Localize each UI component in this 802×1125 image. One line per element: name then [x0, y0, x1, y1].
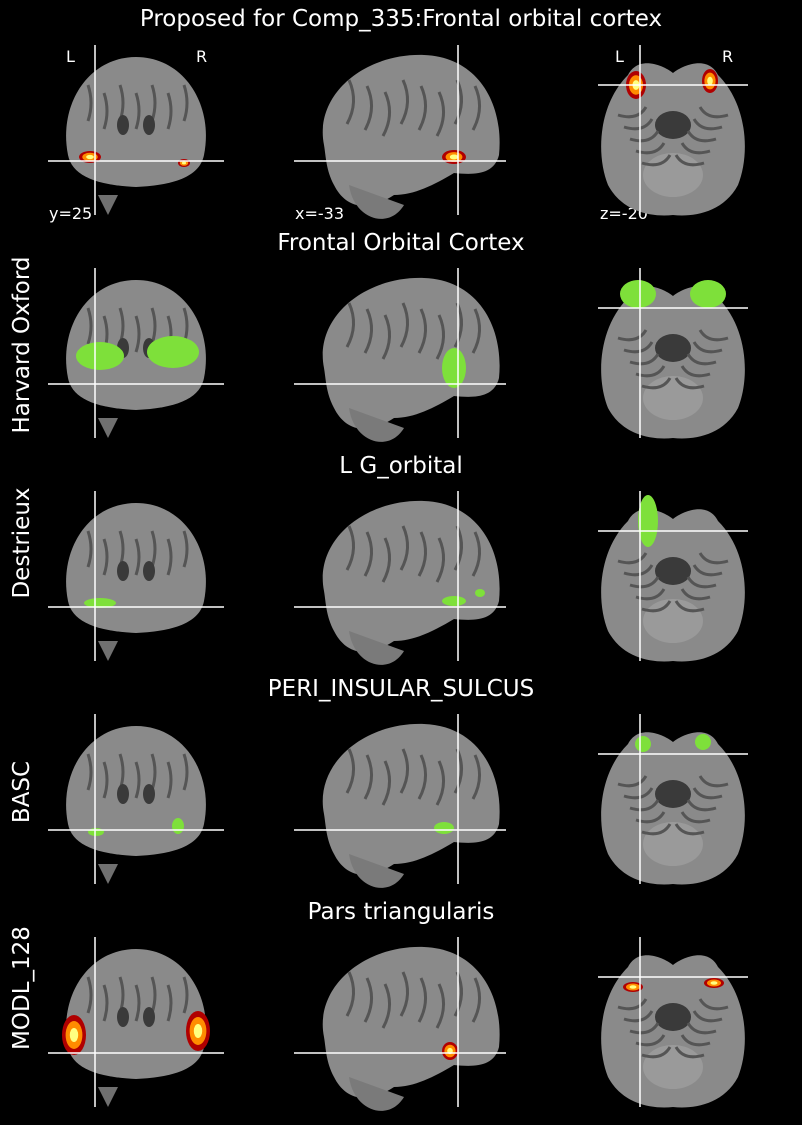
sagittal-brain-slice — [322, 500, 500, 665]
sagittal-brain-outline — [322, 277, 500, 429]
row-4-coronal-panel — [48, 937, 224, 1107]
atlas-label-modl-128: MODL_128 — [9, 926, 35, 1050]
row-3-coronal-activation-1 — [172, 818, 184, 834]
sagittal-brain-slice — [322, 54, 500, 219]
cerebellum-shape — [349, 1077, 404, 1111]
region-title-harvard-oxford: Frontal Orbital Cortex — [277, 230, 525, 256]
axial-brain-slice — [601, 286, 745, 439]
row-2-sagittal-activation-1 — [475, 589, 485, 597]
axial-brain-outline — [601, 509, 745, 662]
sagittal-brain-slice — [322, 946, 500, 1111]
row-1-axial-panel — [598, 268, 748, 439]
row-0-axial-panel — [598, 45, 748, 216]
axial-brain-outline — [601, 732, 745, 885]
row-0-sagittal-panel — [294, 45, 506, 219]
sagittal-brain-outline — [322, 723, 500, 875]
region-title-modl-128: Pars triangularis — [307, 899, 495, 925]
coronal-brain-slice — [66, 280, 206, 438]
row-4-sagittal-panel — [294, 937, 506, 1111]
sagittal-brain-outline — [322, 54, 500, 206]
sagittal-coordinate: x=-33 — [295, 204, 345, 223]
atlas-label-destrieux: Destrieux — [9, 487, 35, 599]
row-3-axial-panel — [598, 714, 748, 885]
row-0-sagittal-svg — [294, 45, 506, 219]
row-2-axial-activation-0 — [638, 495, 658, 547]
row-2-coronal-panel — [48, 491, 224, 661]
cerebellum-shape — [349, 185, 404, 219]
axial-brain-outline — [601, 63, 745, 216]
figure-title: Proposed for Comp_335:Frontal orbital co… — [139, 6, 663, 32]
row-3-axial-activation-0 — [635, 736, 651, 752]
row-3-sagittal-panel — [294, 714, 506, 888]
row-3-axial-svg — [598, 714, 748, 885]
axial-brain-slice — [601, 955, 745, 1108]
brainstem-shape — [98, 641, 118, 661]
row-1-sagittal-activation-0 — [442, 348, 466, 388]
row-0-axial-svg — [598, 45, 748, 216]
atlas-label-harvard-oxford: Harvard Oxford — [9, 256, 35, 434]
sagittal-brain-slice — [322, 277, 500, 442]
sagittal-brain-slice — [322, 723, 500, 888]
row-4-axial-svg — [598, 937, 748, 1108]
orientation-left-label: L — [66, 47, 75, 66]
row-3-axial-activation-1 — [695, 734, 711, 750]
sagittal-brain-outline — [322, 946, 500, 1098]
row-1-axial-svg — [598, 268, 748, 439]
brainstem-shape — [98, 864, 118, 884]
coronal-brain-outline — [66, 503, 206, 633]
brainstem-shape — [98, 195, 118, 215]
row-3-sagittal-activation-0 — [434, 822, 454, 834]
axial-brain-slice — [601, 509, 745, 662]
sagittal-brain-outline — [322, 500, 500, 652]
row-4-coronal-svg — [48, 937, 224, 1107]
axial-orientation-left-label: L — [615, 47, 624, 66]
brainstem-shape — [98, 1087, 118, 1107]
row-2-coronal-svg — [48, 491, 224, 661]
row-2-axial-svg — [598, 491, 748, 662]
row-4-axial-panel — [598, 937, 748, 1108]
coronal-brain-slice — [66, 726, 206, 884]
row-1-coronal-panel — [48, 268, 224, 438]
axial-orientation-right-label: R — [722, 47, 734, 66]
axial-brain-slice — [601, 63, 745, 216]
row-1-axial-activation-1 — [690, 280, 726, 308]
region-title-destrieux: L G_orbital — [339, 453, 463, 479]
region-title-basc: PERI_INSULAR_SULCUS — [267, 676, 535, 702]
row-1-sagittal-svg — [294, 268, 506, 442]
row-2-sagittal-activation-0 — [442, 596, 466, 606]
row-3-coronal-svg — [48, 714, 224, 884]
coronal-brain-slice — [66, 503, 206, 661]
row-3-coronal-activation-0 — [88, 828, 104, 836]
row-1-coronal-activation-1 — [147, 336, 199, 368]
row-4-sagittal-svg — [294, 937, 506, 1111]
row-1-coronal-svg — [48, 268, 224, 438]
cerebellum-shape — [349, 631, 404, 665]
row-0-coronal-svg — [48, 45, 224, 215]
row-2-coronal-activation-0 — [84, 598, 116, 608]
row-1-coronal-activation-0 — [76, 342, 124, 370]
cerebellum-shape — [349, 408, 404, 442]
axial-brain-outline — [601, 286, 745, 439]
axial-brain-slice — [601, 732, 745, 885]
row-2-axial-panel — [598, 491, 748, 662]
coronal-brain-slice — [66, 57, 206, 215]
row-3-sagittal-svg — [294, 714, 506, 888]
row-1-sagittal-panel — [294, 268, 506, 442]
row-2-sagittal-panel — [294, 491, 506, 665]
coronal-brain-outline — [66, 726, 206, 856]
row-3-coronal-panel — [48, 714, 224, 884]
orientation-right-label: R — [196, 47, 208, 66]
atlas-label-basc: BASC — [9, 760, 35, 824]
coronal-brain-outline — [66, 949, 206, 1079]
coronal-brain-outline — [66, 57, 206, 187]
row-2-sagittal-svg — [294, 491, 506, 665]
coronal-brain-outline — [66, 280, 206, 410]
row-1-axial-activation-0 — [620, 280, 656, 308]
cerebellum-shape — [349, 854, 404, 888]
coronal-brain-slice — [66, 949, 206, 1107]
brainstem-shape — [98, 418, 118, 438]
coronal-coordinate: y=25 — [49, 204, 93, 223]
row-0-coronal-panel — [48, 45, 224, 215]
axial-brain-outline — [601, 955, 745, 1108]
